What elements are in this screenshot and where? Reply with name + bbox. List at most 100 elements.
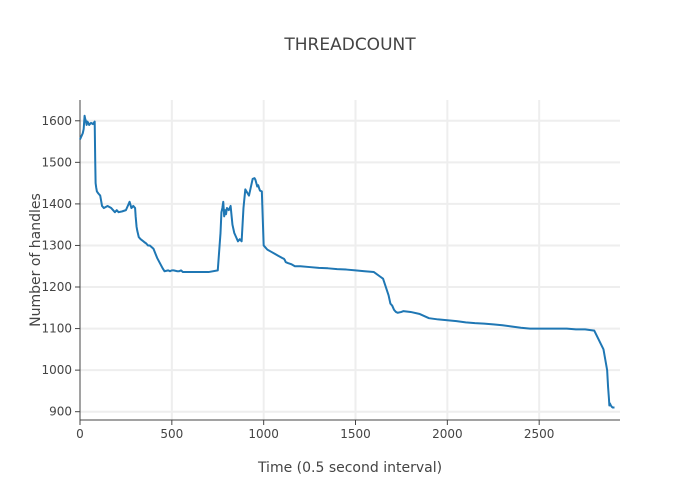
data-point[interactable]	[188, 270, 192, 274]
data-point[interactable]	[510, 324, 514, 328]
data-point[interactable]	[556, 327, 560, 331]
data-point[interactable]	[401, 309, 405, 313]
data-point[interactable]	[155, 256, 159, 260]
data-point[interactable]	[117, 210, 121, 214]
data-point[interactable]	[464, 320, 468, 324]
data-point[interactable]	[197, 270, 201, 274]
x-tick-label: 1000	[248, 427, 279, 441]
data-point[interactable]	[227, 208, 231, 212]
data-point[interactable]	[455, 319, 459, 323]
data-point[interactable]	[500, 323, 504, 327]
data-point[interactable]	[396, 311, 400, 315]
data-point[interactable]	[592, 329, 596, 333]
data-point[interactable]	[135, 225, 139, 229]
data-point[interactable]	[124, 208, 128, 212]
data-point[interactable]	[605, 368, 609, 372]
data-point[interactable]	[565, 327, 569, 331]
data-point[interactable]	[372, 270, 376, 274]
data-point[interactable]	[82, 127, 86, 131]
data-point[interactable]	[109, 206, 113, 210]
data-point[interactable]	[94, 181, 98, 185]
data-point[interactable]	[308, 265, 312, 269]
data-point[interactable]	[409, 310, 413, 314]
data-point[interactable]	[216, 268, 220, 272]
data-point[interactable]	[247, 194, 251, 198]
data-point[interactable]	[102, 206, 106, 210]
data-point[interactable]	[289, 262, 293, 266]
data-point[interactable]	[230, 223, 234, 227]
data-point[interactable]	[133, 206, 137, 210]
data-point[interactable]	[134, 214, 138, 218]
data-point[interactable]	[546, 327, 550, 331]
data-point[interactable]	[269, 250, 273, 254]
data-point[interactable]	[381, 277, 385, 281]
data-point[interactable]	[418, 312, 422, 316]
data-point[interactable]	[473, 321, 477, 325]
y-tick-label: 1200	[41, 280, 72, 294]
data-point[interactable]	[286, 261, 290, 265]
data-point[interactable]	[81, 131, 85, 135]
data-point[interactable]	[387, 293, 391, 297]
data-point[interactable]	[151, 247, 155, 251]
data-point[interactable]	[265, 248, 269, 252]
data-point[interactable]	[606, 385, 610, 389]
data-point[interactable]	[162, 269, 166, 273]
data-point[interactable]	[192, 270, 196, 274]
data-point[interactable]	[219, 231, 223, 235]
data-point[interactable]	[172, 268, 176, 272]
data-point[interactable]	[241, 206, 245, 210]
x-tick-label: 1500	[340, 427, 371, 441]
data-point[interactable]	[335, 267, 339, 271]
data-point[interactable]	[93, 160, 97, 164]
data-point[interactable]	[260, 189, 264, 193]
x-tick-label: 0	[76, 427, 84, 441]
data-point[interactable]	[612, 406, 616, 410]
data-point[interactable]	[574, 327, 578, 331]
data-point[interactable]	[491, 322, 495, 326]
data-point[interactable]	[120, 209, 124, 213]
data-point[interactable]	[293, 264, 297, 268]
data-point[interactable]	[276, 254, 280, 258]
data-point[interactable]	[528, 327, 532, 331]
data-point[interactable]	[445, 318, 449, 322]
data-point[interactable]	[482, 322, 486, 326]
data-point[interactable]	[229, 204, 233, 208]
data-point[interactable]	[106, 204, 110, 208]
data-point[interactable]	[207, 270, 211, 274]
data-point[interactable]	[344, 268, 348, 272]
data-point[interactable]	[601, 347, 605, 351]
data-point[interactable]	[583, 327, 587, 331]
data-point[interactable]	[243, 187, 247, 191]
data-point[interactable]	[221, 200, 225, 204]
data-point[interactable]	[354, 268, 358, 272]
y-tick-label: 1000	[41, 363, 72, 377]
data-point[interactable]	[436, 317, 440, 321]
data-point[interactable]	[148, 243, 152, 247]
data-point[interactable]	[607, 397, 611, 401]
x-tick-label: 2500	[524, 427, 555, 441]
data-point[interactable]	[219, 210, 223, 214]
data-point[interactable]	[317, 266, 321, 270]
data-point[interactable]	[135, 229, 139, 233]
data-point[interactable]	[94, 185, 98, 189]
data-point[interactable]	[224, 212, 228, 216]
data-point[interactable]	[240, 239, 244, 243]
data-point[interactable]	[128, 200, 132, 204]
x-tick-label: 2000	[432, 427, 463, 441]
data-point[interactable]	[363, 269, 367, 273]
data-point[interactable]	[98, 194, 102, 198]
data-point[interactable]	[93, 120, 97, 124]
y-tick-label: 1400	[41, 197, 72, 211]
data-point[interactable]	[298, 264, 302, 268]
data-point[interactable]	[234, 235, 238, 239]
data-point[interactable]	[273, 252, 277, 256]
data-point[interactable]	[326, 266, 330, 270]
data-point[interactable]	[232, 231, 236, 235]
data-point[interactable]	[519, 326, 523, 330]
data-point[interactable]	[427, 316, 431, 320]
data-point[interactable]	[537, 327, 541, 331]
data-point[interactable]	[181, 270, 185, 274]
